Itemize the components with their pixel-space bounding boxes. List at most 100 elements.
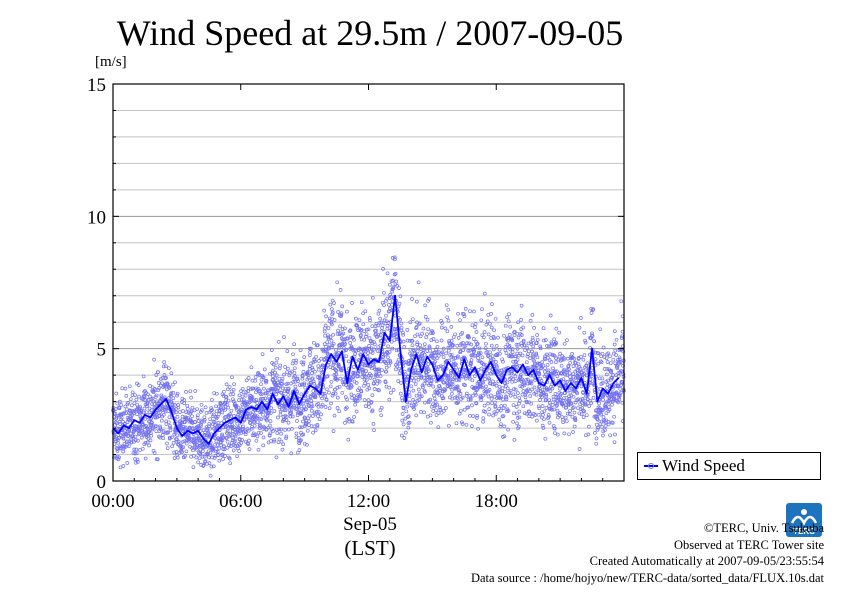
- data-point: [533, 390, 538, 395]
- data-point: [561, 420, 565, 425]
- data-point: [427, 297, 431, 301]
- data-point: [255, 401, 260, 405]
- data-point: [503, 344, 508, 349]
- data-point: [454, 421, 459, 426]
- data-point: [161, 364, 166, 369]
- data-point: [334, 348, 338, 352]
- data-point: [579, 316, 583, 320]
- data-point: [230, 423, 235, 428]
- data-point: [520, 343, 524, 348]
- data-point: [372, 342, 377, 347]
- data-point: [523, 392, 528, 397]
- data-point: [319, 412, 323, 417]
- data-point: [544, 392, 549, 397]
- data-point: [335, 385, 340, 390]
- data-point: [339, 366, 343, 371]
- data-point: [217, 412, 221, 417]
- data-point: [366, 327, 371, 332]
- data-point: [451, 362, 456, 367]
- data-point: [386, 309, 391, 314]
- data-point: [391, 285, 396, 290]
- data-point: [308, 381, 313, 385]
- data-point: [343, 326, 347, 331]
- data-point: [398, 391, 403, 396]
- data-point: [142, 406, 147, 411]
- data-point: [208, 426, 212, 431]
- data-point: [124, 407, 129, 412]
- data-point: [253, 432, 258, 437]
- data-point: [165, 441, 169, 446]
- data-point: [284, 436, 288, 441]
- data-point: [441, 346, 446, 351]
- data-point: [592, 339, 597, 344]
- data-point: [257, 416, 262, 421]
- data-point: [184, 449, 189, 454]
- data-point: [213, 442, 217, 447]
- data-point: [390, 346, 395, 351]
- data-point: [508, 388, 513, 393]
- data-point: [175, 391, 180, 396]
- data-point: [297, 441, 302, 445]
- data-point: [261, 435, 266, 440]
- data-point: [214, 391, 219, 396]
- data-point: [231, 397, 235, 402]
- data-point: [443, 326, 448, 331]
- data-point: [467, 335, 471, 340]
- data-point: [191, 440, 196, 445]
- data-point: [231, 392, 236, 396]
- data-point: [512, 329, 517, 334]
- data-point: [583, 340, 588, 345]
- data-point: [580, 398, 585, 403]
- data-point: [295, 376, 300, 381]
- data-point: [437, 384, 442, 388]
- data-point: [152, 357, 156, 362]
- data-point: [614, 384, 618, 388]
- data-point: [367, 347, 372, 351]
- data-point: [530, 313, 535, 317]
- data-point: [289, 407, 294, 412]
- data-point: [445, 315, 450, 320]
- data-point: [537, 372, 542, 376]
- data-point: [405, 338, 410, 343]
- data-point: [516, 424, 521, 429]
- data-point: [406, 425, 411, 430]
- data-point: [585, 361, 590, 366]
- data-point: [301, 370, 306, 374]
- data-point: [299, 392, 304, 397]
- data-point: [456, 311, 460, 316]
- data-point: [382, 303, 386, 307]
- data-point: [194, 455, 199, 460]
- data-point: [320, 402, 325, 407]
- data-point: [364, 334, 368, 339]
- data-point: [355, 323, 360, 328]
- data-point: [195, 413, 200, 418]
- data-point: [554, 360, 558, 365]
- data-point: [293, 361, 298, 365]
- data-point: [503, 389, 507, 394]
- data-point: [396, 357, 401, 362]
- logo-text: TERC: [793, 527, 815, 536]
- y-tick-label: 10: [87, 207, 106, 228]
- data-point: [171, 396, 176, 400]
- data-point: [237, 449, 241, 454]
- data-point: [205, 461, 209, 466]
- data-point: [422, 410, 426, 415]
- data-point: [349, 384, 354, 388]
- data-point: [529, 342, 534, 346]
- data-point: [543, 366, 547, 371]
- data-point: [614, 337, 619, 342]
- data-point: [591, 396, 596, 400]
- data-point: [448, 377, 453, 382]
- data-point: [284, 434, 289, 439]
- data-point: [599, 360, 604, 365]
- data-point: [529, 379, 533, 384]
- data-point: [618, 387, 623, 391]
- data-point: [361, 311, 365, 316]
- data-point: [221, 457, 225, 461]
- data-point: [546, 413, 551, 417]
- data-point: [232, 382, 236, 387]
- data-point: [154, 423, 158, 428]
- data-point: [582, 330, 587, 335]
- data-point: [299, 411, 304, 415]
- data-point: [554, 326, 559, 331]
